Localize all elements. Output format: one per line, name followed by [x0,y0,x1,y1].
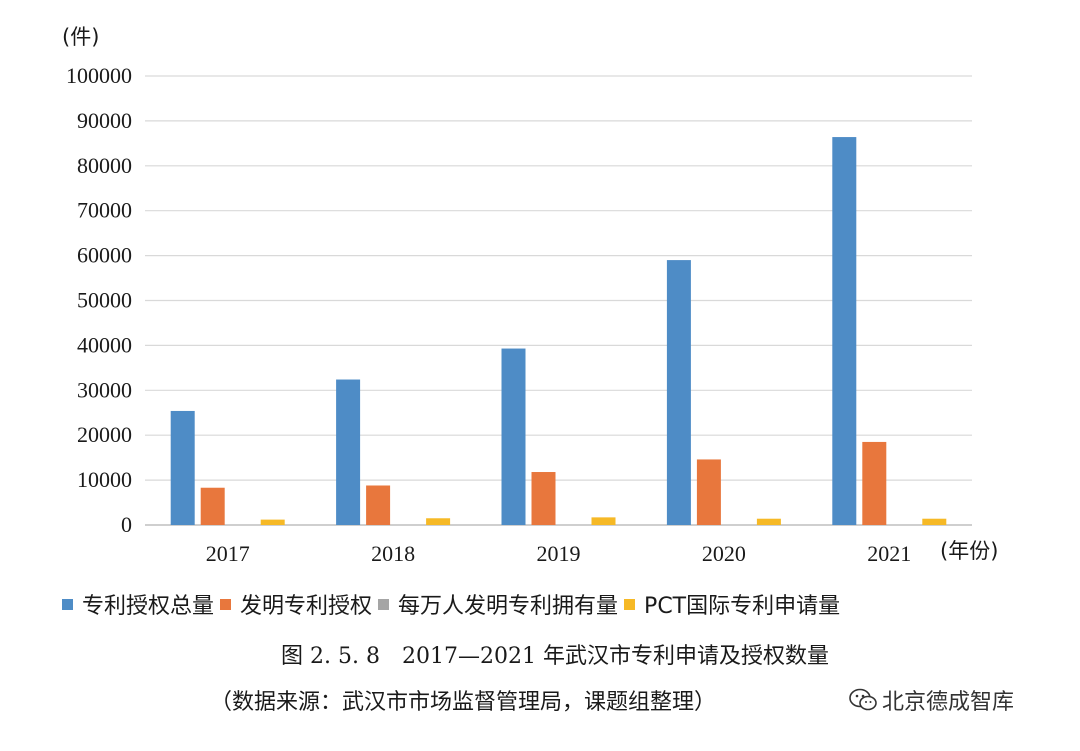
x-tick-label: 2020 [702,541,746,566]
bar-2019-series-1 [531,472,556,525]
bar-2021-series-3 [922,518,947,525]
bar-2019-series-3 [591,517,616,525]
legend-swatch [378,598,390,610]
legend-label: 发明专利授权 [240,594,373,619]
legend-swatch [62,598,73,610]
watermark-text: 北京德成智库 [882,690,1015,715]
bar-2017-series-3 [260,519,285,525]
watermark: 北京德成智库 [848,684,1014,716]
legend-item-total-grants: 专利授权总量 [62,588,214,620]
x-tick-label: 2021 [867,541,911,566]
legend-swatch [220,598,232,610]
bar-2020-series-1 [696,459,721,525]
bar-2021-series-1 [862,441,887,525]
y-tick-label: 30000 [77,377,132,402]
x-tick-label: 2018 [371,541,415,566]
y-tick-label: 20000 [77,422,132,447]
bars [170,137,947,525]
y-tick-label: 0 [121,512,132,537]
bar-2021-series-0 [832,137,857,525]
legend-item-pct: PCT国际专利申请量 [624,588,840,620]
bar-2018-series-3 [426,518,451,525]
bar-2020-series-0 [666,260,691,525]
bar-2018-series-1 [366,485,391,525]
bar-2018-series-0 [336,379,361,525]
y-axis-unit-label: (件) [62,25,99,49]
legend-label: 专利授权总量 [82,594,215,619]
y-tick-label: 10000 [77,467,132,492]
gridlines [145,75,972,526]
legend-swatch [624,598,636,610]
y-tick-label: 60000 [77,243,132,268]
bar-2019-series-0 [501,348,526,525]
bar-2017-series-1 [200,487,225,525]
legend-label: 每万人发明专利拥有量 [398,594,619,619]
x-axis-unit-label: (年份) [940,539,998,563]
legend: 专利授权总量 发明专利授权 每万人发明专利拥有量 PCT国际专利申请量 [62,588,846,620]
y-tick-label: 100000 [66,63,132,88]
y-tick-label: 70000 [77,198,132,223]
figure-caption: 图 2. 5. 8 2017—2021 年武汉市专利申请及授权数量 [281,644,829,669]
bar-2017-series-0 [170,410,195,525]
y-tick-label: 50000 [77,288,132,313]
y-tick-label: 90000 [77,108,132,133]
legend-item-per-10k: 每万人发明专利拥有量 [378,588,618,620]
wechat-icon [849,688,877,711]
legend-item-invention-grants: 发明专利授权 [220,588,372,620]
y-tick-label: 80000 [77,153,132,178]
x-tick-label: 2019 [537,541,581,566]
bar-chart: 0 10000 20000 30000 40000 50000 60000 70000 8000… [62,25,998,566]
x-tick-label: 2017 [206,541,250,566]
legend-label: PCT国际专利申请量 [644,594,841,619]
x-axis-ticks: 2017 2018 2019 2020 2021 [206,541,912,566]
bar-2020-series-3 [756,518,781,525]
y-axis-ticks: 0 10000 20000 30000 40000 50000 60000 70000 8000… [66,63,132,537]
y-tick-label: 40000 [77,332,132,357]
data-source-note: （数据来源：武汉市市场监督管理局，课题组整理） [210,690,717,715]
